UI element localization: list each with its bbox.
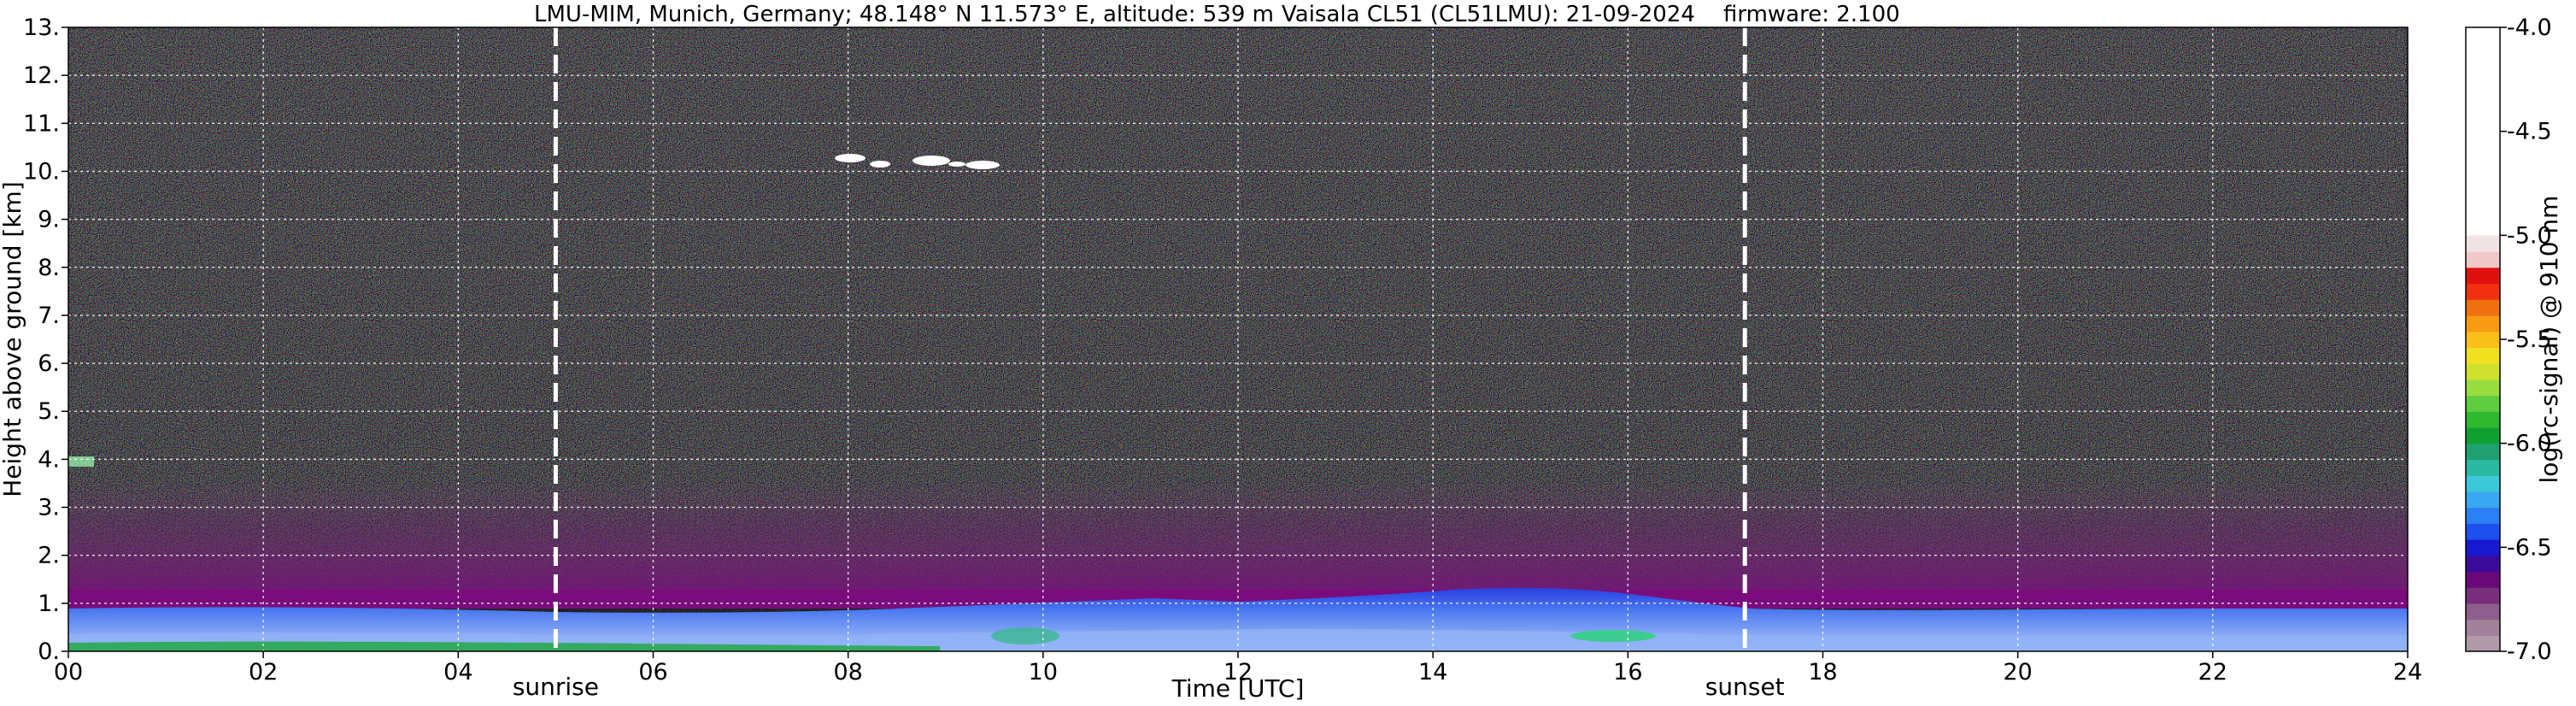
x-tick-label: 20 xyxy=(2003,659,2032,685)
colorbar-segment xyxy=(2466,475,2500,492)
colorbar-segment xyxy=(2466,443,2500,460)
colorbar-segment xyxy=(2466,379,2500,397)
x-tick-label: 14 xyxy=(1418,659,1447,685)
y-tick-label: 3. xyxy=(38,495,60,521)
x-axis: 00 02 04 06 08 10 12 14 16 18 20 22 24 xyxy=(54,651,2422,685)
colorbar-segment xyxy=(2466,27,2500,236)
colorbar-segment xyxy=(2466,315,2500,332)
colorbar-segment xyxy=(2466,491,2500,509)
colorbar-segment xyxy=(2466,523,2500,540)
y-tick-label: 13. xyxy=(23,15,60,41)
colorbar-segment xyxy=(2466,267,2500,285)
y-tick-label: 7. xyxy=(38,303,60,329)
colorbar-segment xyxy=(2466,555,2500,573)
event-label: sunrise xyxy=(513,673,599,701)
colorbar-segment xyxy=(2466,427,2500,444)
colorbar-tick-label: -4.5 xyxy=(2507,119,2552,145)
y-tick-label: 8. xyxy=(38,255,60,281)
y-tick-label: 10. xyxy=(23,158,60,185)
colorbar-segment xyxy=(2466,299,2500,316)
y-tick-label: 1. xyxy=(38,591,60,617)
y-tick-label: 12. xyxy=(23,62,60,89)
colorbar-segment xyxy=(2466,635,2500,652)
y-axis-label: Height above ground [km] xyxy=(0,181,26,497)
x-tick-label: 24 xyxy=(2393,659,2422,685)
colorbar-segment xyxy=(2466,411,2500,428)
x-tick-label: 12 xyxy=(1223,659,1253,685)
colorbar-segment xyxy=(2466,587,2500,604)
cirrus-cloud xyxy=(835,154,1000,169)
x-tick-label: 08 xyxy=(833,659,862,685)
colorbar-segment xyxy=(2466,331,2500,348)
colorbar-segment xyxy=(2466,571,2500,588)
y-tick-label: 4. xyxy=(38,446,60,473)
colorbar: -4.0 -4.5 -5.0 -5.5 -6.0 -6.5 -7.0 xyxy=(2465,15,2552,665)
colorbar-segment xyxy=(2466,347,2500,364)
y-tick-label: 9. xyxy=(38,207,60,233)
grid-vertical xyxy=(262,27,2214,651)
x-tick-label: 00 xyxy=(54,659,83,685)
y-tick-label: 5. xyxy=(38,398,60,425)
x-tick-label: 10 xyxy=(1029,659,1058,685)
colorbar-tick-label: -6.0 xyxy=(2507,431,2552,457)
x-tick-label: 04 xyxy=(443,659,472,685)
green-patch-afternoon xyxy=(1570,630,1656,642)
y-axis: 0. 1. 2. 3. 4. 5. 6. 7. 8. 9. 10. 11. 12. 13. xyxy=(23,15,68,665)
event-lines xyxy=(553,27,1747,651)
green-patch-noon xyxy=(991,627,1059,644)
chart-title-instrument: Vaisala CL51 (CL51LMU): 21-09-2024 firmw… xyxy=(1282,2,1900,27)
y-tick-label: 11. xyxy=(23,110,60,137)
colorbar-segment xyxy=(2466,507,2500,524)
y-tick-label: 6. xyxy=(38,350,60,377)
colorbar-segment xyxy=(2466,538,2500,556)
colorbar-tick-label: -5.5 xyxy=(2507,327,2552,353)
colorbar-tick-label: -5.0 xyxy=(2507,222,2552,249)
colorbar-segment xyxy=(2466,395,2500,412)
event-label: sunset xyxy=(1705,673,1785,701)
colorbar-segment xyxy=(2466,459,2500,476)
y-tick-label: 2. xyxy=(38,543,60,569)
colorbar-label: log(rc-signal) @ 910 nm xyxy=(2535,196,2563,484)
x-tick-label: 22 xyxy=(2198,659,2227,685)
colorbar-segment xyxy=(2466,603,2500,621)
plot-area xyxy=(68,27,2408,651)
colorbar-segment xyxy=(2466,363,2500,380)
y-tick-label: 0. xyxy=(38,638,60,665)
colorbar-tick-label: -6.5 xyxy=(2507,534,2552,561)
colorbar-segment xyxy=(2466,619,2500,636)
x-tick-label: 06 xyxy=(638,659,667,685)
x-tick-label: 02 xyxy=(249,659,278,685)
colorbar-tick-label: -7.0 xyxy=(2507,638,2552,665)
chart-title-location: LMU-MIM, Munich, Germany; 48.148° N 11.5… xyxy=(534,2,1274,27)
colorbar-segment xyxy=(2466,235,2500,252)
x-tick-label: 18 xyxy=(1808,659,1837,685)
residual-aerosol-patch xyxy=(68,456,94,467)
x-axis-label: Time [UTC] xyxy=(1171,674,1305,703)
colorbar-segment xyxy=(2466,283,2500,300)
surface-layer xyxy=(68,641,940,651)
colorbar-segment xyxy=(2466,251,2500,268)
event-annotations: sunrise sunset xyxy=(513,673,1785,701)
colorbar-tick-label: -4.0 xyxy=(2507,15,2552,41)
x-tick-label: 16 xyxy=(1613,659,1642,685)
